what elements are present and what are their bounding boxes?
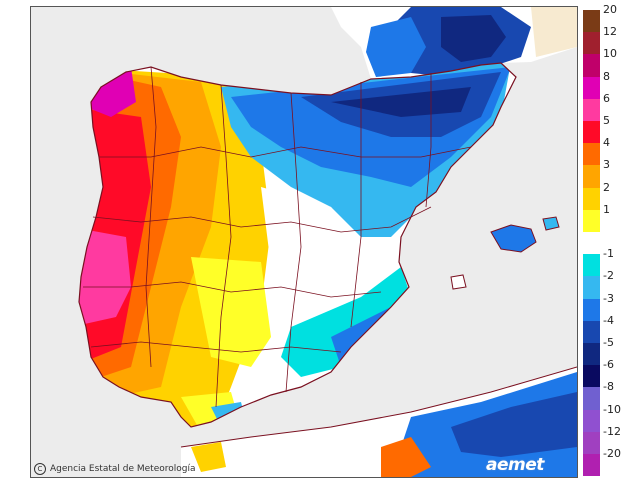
legend-swatch <box>583 232 600 255</box>
legend-swatch <box>583 209 600 232</box>
legend-label: 12 <box>603 25 617 39</box>
legend-swatch <box>583 143 600 166</box>
legend-swatch <box>583 32 600 55</box>
legend-swatch <box>583 54 600 77</box>
france-cold-core <box>441 15 506 62</box>
province-borders <box>83 66 472 408</box>
legend-swatch <box>583 254 600 277</box>
legend-swatch <box>583 187 600 210</box>
color-legend: 20 12 10 8 6 5 4 3 2 1 -1 -2 -3 -4 -5 -6 -8 -10 -12 -20 <box>583 4 625 480</box>
legend-swatch <box>583 409 600 432</box>
legend-swatch <box>583 431 600 454</box>
legend-swatch <box>583 298 600 321</box>
legend-label: 3 <box>603 158 610 172</box>
legend-swatch <box>583 320 600 343</box>
africa-warm-west <box>191 442 226 472</box>
legend-label: 20 <box>603 3 617 16</box>
legend-swatch <box>583 343 600 366</box>
aemet-logo: aemet <box>486 455 544 475</box>
france-cool-zone <box>366 17 426 77</box>
africa-warm-spot <box>381 437 431 477</box>
legend-swatch <box>583 276 600 299</box>
agency-credit: C Agencia Estatal de Meteorología <box>34 463 196 475</box>
legend-label: -5 <box>603 336 614 349</box>
agency-credit-text: Agencia Estatal de Meteorología <box>50 464 196 474</box>
menorca-island <box>542 216 560 231</box>
ibiza-island <box>450 274 467 290</box>
legend-swatch <box>583 98 600 121</box>
africa-coastline <box>180 366 577 448</box>
alps-zone <box>531 7 577 57</box>
legend-label: 4 <box>603 136 610 150</box>
legend-swatch <box>583 387 600 410</box>
peninsula-coastline <box>78 62 517 428</box>
legend-swatch <box>583 10 600 33</box>
anomaly-map <box>31 7 577 477</box>
legend-label: -10 <box>603 402 621 416</box>
africa-cold-zone <box>451 392 577 457</box>
legend-label: 2 <box>603 180 610 194</box>
legend-label: 8 <box>603 69 610 83</box>
legend-swatch <box>583 121 600 144</box>
legend-swatch <box>583 454 600 477</box>
legend-label: 6 <box>603 91 610 105</box>
legend-label: -3 <box>603 291 614 305</box>
legend-label: -1 <box>603 247 614 261</box>
copyright-icon: C <box>34 463 46 475</box>
legend-label: -2 <box>603 269 614 283</box>
legend-swatch <box>583 165 600 188</box>
map-frame <box>30 6 578 478</box>
legend-label: 1 <box>603 202 610 216</box>
legend-label: -8 <box>603 380 614 394</box>
legend-label: -12 <box>603 424 621 438</box>
iberia-anomaly-field <box>79 63 516 427</box>
legend-label: 10 <box>603 47 617 61</box>
legend-label: -4 <box>603 313 614 327</box>
legend-label: 5 <box>603 114 610 127</box>
legend-label: -20 <box>603 447 621 460</box>
mallorca-island <box>490 224 537 253</box>
legend-swatch <box>583 76 600 99</box>
legend-swatch <box>583 365 600 388</box>
legend-label: -6 <box>603 358 614 372</box>
